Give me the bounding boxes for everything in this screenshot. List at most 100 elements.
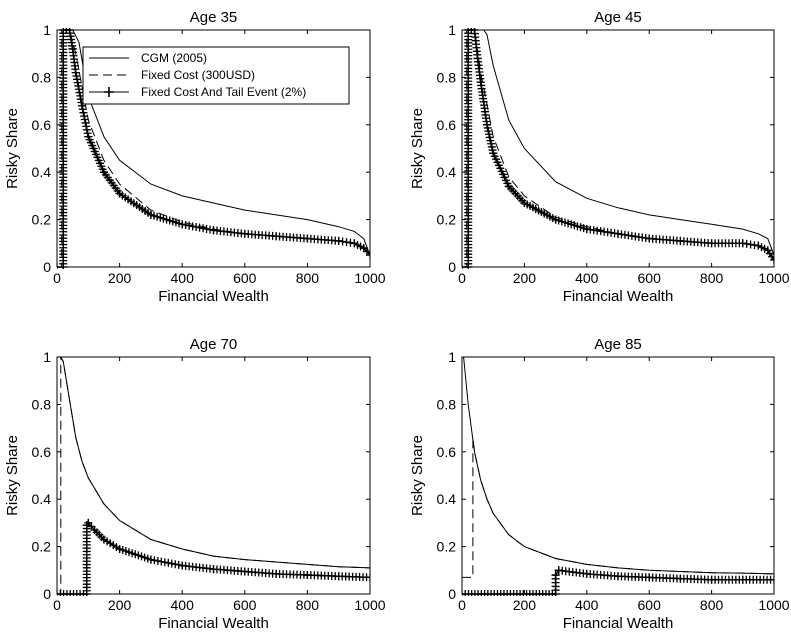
plus-marker	[202, 224, 211, 233]
axes-box	[461, 356, 775, 595]
panel-2: 0 200 400 600 800 1000 0 0.2 0.4 0.6 0.8 1 Age 70 Fin…	[4, 336, 386, 632]
y-tick-label: 0.2	[32, 212, 52, 228]
x-tick-label: 0	[53, 270, 61, 286]
legend-label-0: CGM (2005)	[141, 51, 207, 65]
plus-marker	[150, 556, 159, 565]
panel-0: 0 200 400 600 800 1000 0 0.2 0.4 0.6 0.8 1 Age 35 Fin…	[4, 9, 386, 305]
x-tick-label: 1000	[354, 597, 385, 613]
plus-marker	[81, 118, 90, 127]
axes-box	[461, 29, 775, 268]
x-tick-label: 800	[296, 597, 320, 613]
plus-marker	[80, 112, 89, 121]
y-tick-label: 1	[448, 22, 456, 38]
x-tick-label: 400	[575, 597, 599, 613]
y-tick-label: 0.4	[32, 164, 52, 180]
y-tick-label: 0.8	[32, 69, 52, 85]
x-tick-label: 600	[638, 270, 662, 286]
x-axis-label: Financial Wealth	[563, 615, 674, 632]
y-tick-label: 0.6	[32, 117, 52, 133]
plus-marker	[195, 223, 204, 232]
x-axis-label: Financial Wealth	[563, 288, 674, 305]
x-tick-label: 800	[700, 597, 724, 613]
plus-marker	[188, 222, 197, 231]
plus-marker	[79, 108, 88, 117]
plus-marker	[178, 220, 187, 229]
x-tick-label: 200	[513, 270, 537, 286]
y-tick-label: 0	[448, 586, 456, 602]
series-line-1	[57, 356, 370, 595]
plus-marker	[770, 255, 774, 264]
x-tick-label: 800	[700, 270, 724, 286]
axes-box	[56, 356, 371, 595]
plot-area	[462, 28, 774, 269]
series-markers-2	[57, 518, 370, 596]
y-tick-label: 0.6	[437, 444, 457, 460]
x-axis-label: Financial Wealth	[158, 615, 269, 632]
series-line-0	[462, 29, 774, 256]
y-tick-label: 1	[43, 22, 51, 38]
plus-marker	[770, 575, 774, 584]
series-line-2	[57, 521, 370, 595]
x-tick-label: 200	[108, 597, 132, 613]
x-tick-label: 1000	[758, 270, 789, 286]
plus-marker	[80, 115, 89, 124]
x-tick-label: 600	[638, 597, 662, 613]
series-markers-2	[462, 566, 774, 596]
chart-title: Age 45	[594, 9, 642, 26]
x-tick-label: 0	[53, 597, 61, 613]
plus-marker	[192, 222, 201, 231]
y-tick-label: 0	[43, 586, 51, 602]
x-tick-label: 0	[458, 597, 466, 613]
plus-marker	[174, 560, 183, 569]
x-tick-label: 400	[575, 270, 599, 286]
plus-marker	[83, 129, 92, 138]
y-tick-label: 0.6	[437, 117, 457, 133]
legend-box	[82, 46, 350, 105]
plus-marker	[551, 571, 560, 580]
plus-marker	[82, 122, 91, 131]
legend-label-1: Fixed Cost (300USD)	[141, 68, 255, 82]
legend-label-2: Fixed Cost And Tail Event (2%)	[141, 85, 306, 99]
plot-area	[57, 28, 370, 269]
y-tick-label: 0	[43, 259, 51, 275]
y-tick-label: 0.2	[437, 539, 457, 555]
plus-marker	[206, 225, 215, 234]
plus-marker	[157, 557, 166, 566]
plus-marker	[164, 558, 173, 567]
panel-1: 0 200 400 600 800 1000 0 0.2 0.4 0.6 0.8 1 Age 45 Fin…	[409, 9, 790, 305]
x-tick-label: 400	[171, 597, 195, 613]
x-tick-label: 0	[458, 270, 466, 286]
plus-marker	[167, 559, 176, 568]
y-tick-label: 0.2	[32, 539, 52, 555]
legend: CGM (2005) Fixed Cost (300USD) Fixed Cost …	[82, 46, 350, 105]
y-tick-label: 1	[43, 349, 51, 365]
series-markers-2	[462, 28, 774, 269]
y-axis-label: Risky Share	[4, 108, 21, 189]
y-tick-label: 0.4	[32, 491, 52, 507]
y-tick-label: 0.6	[32, 444, 52, 460]
plus-marker	[160, 558, 169, 567]
plus-marker	[181, 220, 190, 229]
chart-title: Age 70	[190, 336, 238, 353]
x-tick-label: 800	[296, 270, 320, 286]
plus-marker	[366, 251, 370, 260]
y-axis-label: Risky Share	[409, 435, 426, 516]
x-tick-label: 600	[233, 597, 257, 613]
series-markers-2	[57, 28, 370, 269]
x-tick-label: 1000	[758, 597, 789, 613]
plus-marker	[366, 573, 370, 582]
plus-marker	[199, 224, 208, 233]
series-line-1	[462, 437, 774, 578]
y-tick-label: 0.8	[437, 396, 457, 412]
plus-marker	[78, 105, 87, 114]
axes-box	[56, 29, 371, 268]
x-tick-label: 400	[171, 270, 195, 286]
x-tick-label: 1000	[354, 270, 385, 286]
plot-area	[462, 356, 774, 596]
x-tick-label: 200	[513, 597, 537, 613]
plus-marker	[153, 556, 162, 565]
x-tick-label: 200	[108, 270, 132, 286]
plus-marker	[185, 221, 194, 230]
